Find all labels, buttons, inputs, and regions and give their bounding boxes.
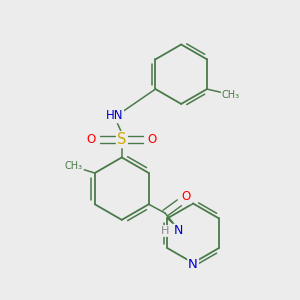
Text: O: O xyxy=(181,190,190,203)
Text: N: N xyxy=(188,258,198,271)
Text: S: S xyxy=(117,132,127,147)
Text: HN: HN xyxy=(106,109,123,122)
Text: H: H xyxy=(161,226,169,236)
Text: O: O xyxy=(148,133,157,146)
Text: N: N xyxy=(174,224,183,238)
Text: CH₃: CH₃ xyxy=(65,160,83,171)
Text: O: O xyxy=(86,133,96,146)
Text: CH₃: CH₃ xyxy=(222,90,240,100)
